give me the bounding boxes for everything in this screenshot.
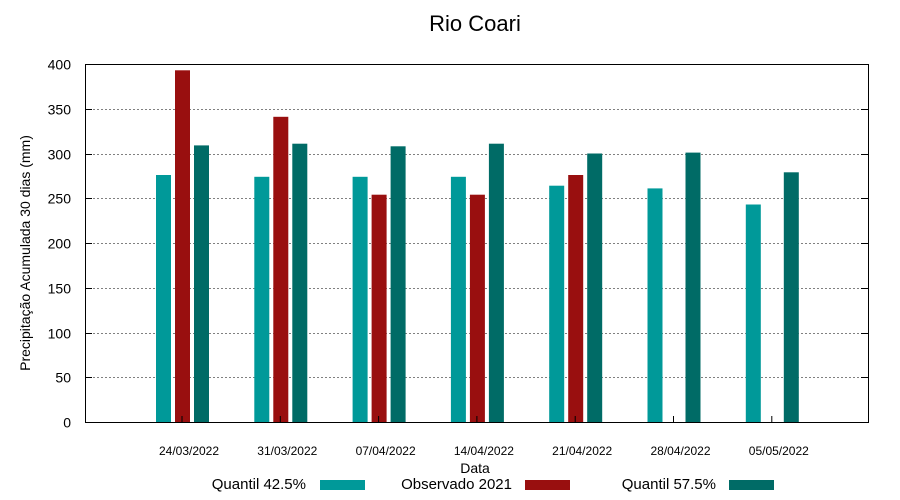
bar-q575 [194, 145, 209, 422]
bar-q425 [156, 175, 171, 422]
y-tick-label: 0 [63, 415, 71, 431]
bar-q575 [488, 143, 504, 422]
y-axis-label: Precipitação Acumulada 30 dias (mm) [17, 135, 33, 371]
x-tick-label: 28/04/2022 [650, 444, 710, 458]
y-tick-label: 150 [48, 281, 72, 297]
bar-q425 [352, 176, 368, 422]
legend: Quantil 42.5% Observado 2021 Quantil 57.5% [212, 476, 774, 493]
bar-observado [568, 175, 584, 422]
y-tick-label: 100 [48, 326, 72, 342]
bar-observado [371, 194, 387, 422]
bar-q425 [745, 204, 761, 422]
gridlines [85, 109, 868, 378]
bar-q425 [647, 188, 663, 422]
y-axis-ticks: 0 50 100 150 200 250 300 350 400 [48, 57, 868, 431]
legend-label: Quantil 57.5% [622, 476, 716, 493]
x-tick-label: 05/05/2022 [749, 444, 809, 458]
y-tick-label: 400 [48, 57, 72, 73]
bar-observado [273, 116, 289, 423]
legend-label: Quantil 42.5% [212, 476, 306, 493]
bar-q575 [685, 152, 701, 422]
y-tick-label: 250 [48, 191, 72, 207]
legend-swatch [320, 480, 365, 490]
x-tick-label: 07/04/2022 [356, 444, 416, 458]
y-tick-label: 300 [48, 147, 72, 163]
y-tick-label: 350 [48, 102, 72, 118]
x-axis-ticks: 24/03/2022 31/03/2022 07/04/2022 14/04/2022… [159, 416, 809, 458]
x-axis-label: Data [460, 460, 490, 476]
bar-q425 [549, 185, 565, 422]
bar-q575 [783, 172, 799, 422]
legend-swatch [729, 480, 774, 490]
y-tick-label: 200 [48, 236, 72, 252]
x-tick-label: 24/03/2022 [159, 444, 219, 458]
bar-q575 [292, 143, 308, 422]
legend-label: Observado 2021 [401, 476, 512, 493]
y-tick-label: 50 [55, 370, 71, 386]
legend-swatch [525, 480, 570, 490]
bar-observado [175, 70, 190, 423]
bar-q575 [587, 153, 603, 422]
bar-q425 [254, 176, 270, 422]
bar-observado [469, 194, 485, 422]
bar-q575 [390, 146, 406, 423]
chart-title: Rio Coari [429, 11, 521, 36]
x-tick-label: 21/04/2022 [552, 444, 612, 458]
x-tick-label: 14/04/2022 [454, 444, 514, 458]
x-tick-label: 31/03/2022 [257, 444, 317, 458]
bar-q425 [450, 176, 466, 422]
bars [156, 70, 799, 423]
